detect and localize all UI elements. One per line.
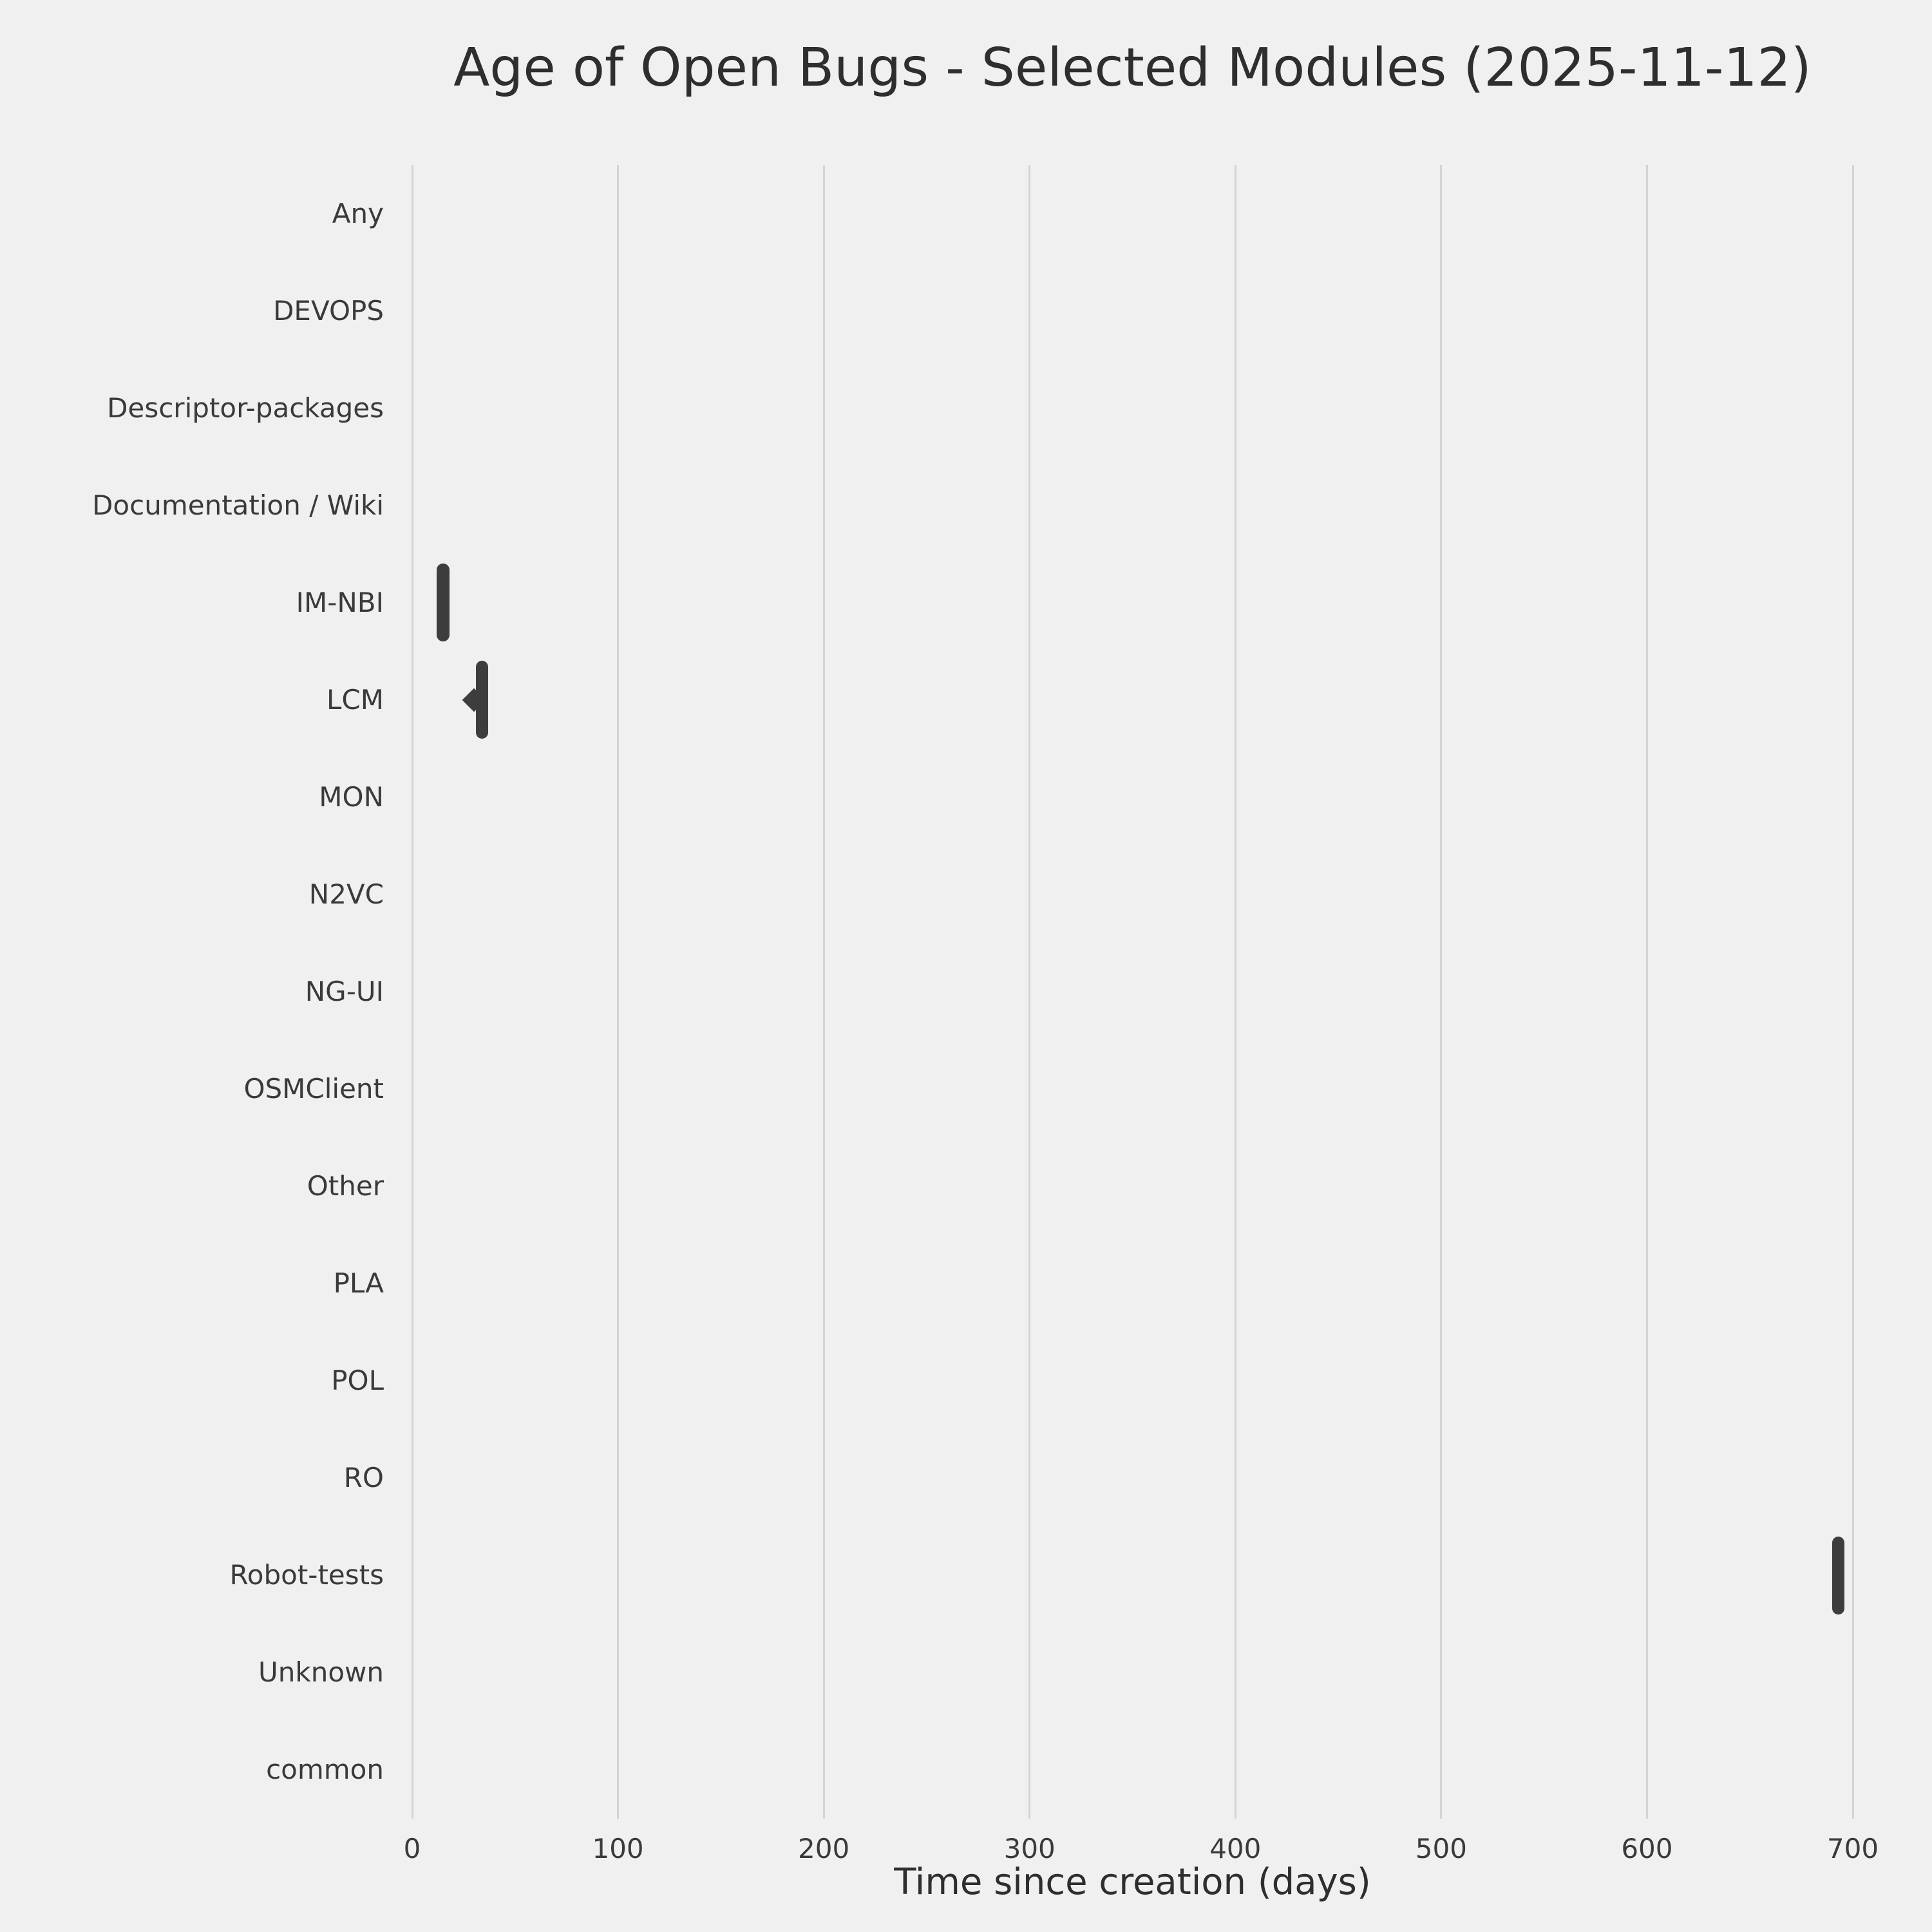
chart-title: Age of Open Bugs - Selected Modules (202… (453, 37, 1812, 99)
y-tick-label-osmclient: OSMClient (243, 1073, 384, 1105)
y-tick-label-im-nbi: IM-NBI (296, 586, 384, 618)
gridline-x-600 (1645, 165, 1648, 1819)
violin-im-nbi (437, 564, 450, 642)
gridline-x-0 (411, 165, 413, 1819)
x-tick-label-700: 700 (1826, 1833, 1879, 1864)
y-tick-label-pol: POL (331, 1365, 384, 1397)
gridline-x-400 (1234, 165, 1236, 1819)
y-tick-label-ng-ui: NG-UI (305, 976, 384, 1007)
x-axis-title: Time since creation (days) (894, 1861, 1371, 1903)
y-tick-label-descriptor-packages: Descriptor-packages (107, 392, 384, 424)
y-tick-label-ro: RO (343, 1462, 384, 1494)
gridline-x-200 (822, 165, 825, 1819)
x-tick-label-100: 100 (592, 1833, 644, 1864)
y-tick-label-n2vc: N2VC (308, 878, 384, 910)
y-tick-label-mon: MON (319, 781, 384, 813)
y-tick-label-documentation-wiki: Documentation / Wiki (92, 489, 384, 521)
x-tick-label-500: 500 (1415, 1833, 1467, 1864)
gridline-x-500 (1440, 165, 1443, 1819)
violin-robot-tests (1832, 1536, 1845, 1615)
y-tick-label-any: Any (332, 197, 384, 229)
gridline-x-100 (617, 165, 620, 1819)
y-tick-label-pla: PLA (333, 1267, 384, 1300)
plot-area (411, 165, 1854, 1819)
y-tick-label-lcm: LCM (327, 683, 384, 715)
y-tick-label-other: Other (307, 1170, 384, 1202)
x-tick-label-0: 0 (403, 1833, 421, 1864)
x-tick-label-300: 300 (1003, 1833, 1056, 1864)
y-tick-label-robot-tests: Robot-tests (229, 1559, 384, 1591)
gridline-x-700 (1852, 165, 1854, 1819)
y-tick-label-devops: DEVOPS (273, 294, 384, 327)
x-tick-label-400: 400 (1209, 1833, 1262, 1864)
x-tick-label-600: 600 (1621, 1833, 1673, 1864)
y-tick-label-unknown: Unknown (258, 1656, 384, 1689)
x-tick-label-200: 200 (798, 1833, 850, 1864)
y-tick-label-common: common (266, 1754, 384, 1786)
gridline-x-300 (1028, 165, 1031, 1819)
